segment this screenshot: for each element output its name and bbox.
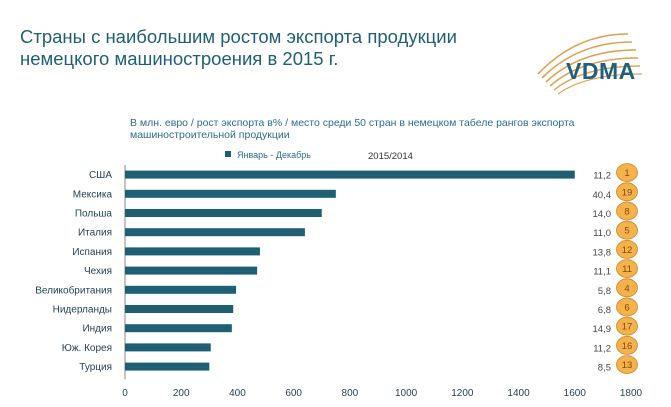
bar <box>125 228 305 237</box>
bar <box>125 305 234 313</box>
rank-label: 13 <box>622 360 633 371</box>
rank-badge <box>616 182 638 202</box>
category-label: Великобритания <box>35 284 112 296</box>
category-label: Нидерланды <box>53 305 112 316</box>
growth-label: 14,9 <box>593 324 612 335</box>
growth-label: 13,8 <box>593 247 612 258</box>
bar <box>125 189 336 198</box>
x-tick-label: 1400 <box>507 388 530 399</box>
category-label: Мексика <box>73 189 113 200</box>
bar <box>125 285 237 294</box>
rank-label: 1 <box>624 168 629 179</box>
chart-title-line-1: Страны с наибольшим ростом экспорта прод… <box>20 26 457 47</box>
category-label: Турция <box>79 362 112 373</box>
rank-badge <box>616 297 638 317</box>
legend: Январь - Декабрь <box>225 150 311 160</box>
growth-label: 11,0 <box>593 228 611 239</box>
rank-label: 12 <box>622 245 633 256</box>
growth-label: 11,1 <box>593 267 611 278</box>
x-tick-label: 800 <box>342 388 359 399</box>
rank-label: 5 <box>624 226 629 237</box>
category-label: Польша <box>75 209 113 220</box>
growth-label: 11,2 <box>593 343 611 354</box>
x-tick-label: 0 <box>122 388 128 399</box>
rank-label: 6 <box>624 303 629 314</box>
rank-badge <box>616 239 638 259</box>
bar <box>125 362 210 371</box>
chart-title-line-2: немецкого машиностроения в 2015 г. <box>20 48 339 69</box>
x-tick-label: 1800 <box>620 388 643 399</box>
bar <box>125 343 211 352</box>
x-tick-label: 600 <box>285 388 302 399</box>
category-label: Индия <box>82 324 112 335</box>
rank-badge <box>616 335 638 355</box>
chart-subtitle: В млн. евро / рост экспорта в% / место с… <box>130 117 575 141</box>
bar <box>125 170 575 179</box>
period-label: 2015/2014 <box>368 151 413 162</box>
x-tick-label: 1000 <box>395 388 418 399</box>
rank-badge <box>616 278 638 298</box>
growth-label: 6,8 <box>598 305 611 316</box>
rank-label: 11 <box>622 264 632 275</box>
x-tick-label: 1200 <box>451 388 474 399</box>
x-tick-label: 200 <box>173 388 190 399</box>
vdma-logo-text: VDMA <box>566 58 636 84</box>
category-label: Италия <box>78 228 112 239</box>
vdma-logo-arcs-icon <box>537 33 643 95</box>
category-label: США <box>89 170 112 181</box>
x-tick-label: 1600 <box>564 388 587 399</box>
category-label: Чехия <box>84 266 112 277</box>
bar <box>125 209 322 217</box>
growth-label: 8,5 <box>598 363 611 374</box>
bar <box>125 266 258 275</box>
rank-label: 8 <box>624 207 629 218</box>
rank-badge <box>616 316 638 336</box>
rank-label: 4 <box>624 283 629 294</box>
rank-label: 19 <box>622 187 633 198</box>
rank-badge <box>616 220 638 240</box>
legend-label: Январь - Декабрь <box>237 150 311 160</box>
x-tick-label: 400 <box>229 388 246 399</box>
category-label: Испания <box>72 247 112 258</box>
category-label: Юж. Корея <box>62 343 112 354</box>
rank-badge <box>616 259 638 279</box>
rank-badge <box>616 355 638 375</box>
growth-label: 40,4 <box>593 190 612 201</box>
growth-label: 14,0 <box>593 209 612 220</box>
growth-label: 5,8 <box>598 286 611 297</box>
bar <box>125 324 232 333</box>
growth-label: 11,2 <box>593 171 611 182</box>
rank-badge <box>616 163 638 183</box>
legend-swatch-icon <box>225 151 231 157</box>
bar <box>125 247 260 256</box>
rank-label: 16 <box>622 341 633 352</box>
rank-label: 17 <box>622 322 633 333</box>
rank-badge <box>616 201 638 221</box>
chart-title: Страны с наибольшим ростом экспорта прод… <box>20 26 490 70</box>
